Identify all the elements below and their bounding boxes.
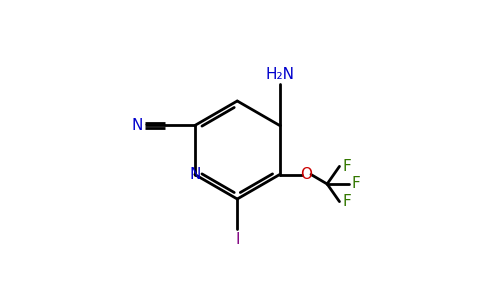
Text: F: F [343, 194, 351, 209]
Text: N: N [189, 167, 200, 182]
Text: O: O [301, 167, 313, 182]
Text: H₂N: H₂N [265, 67, 294, 82]
Text: F: F [352, 176, 361, 191]
Text: I: I [235, 232, 240, 247]
Text: N: N [131, 118, 143, 133]
Text: F: F [343, 159, 351, 174]
